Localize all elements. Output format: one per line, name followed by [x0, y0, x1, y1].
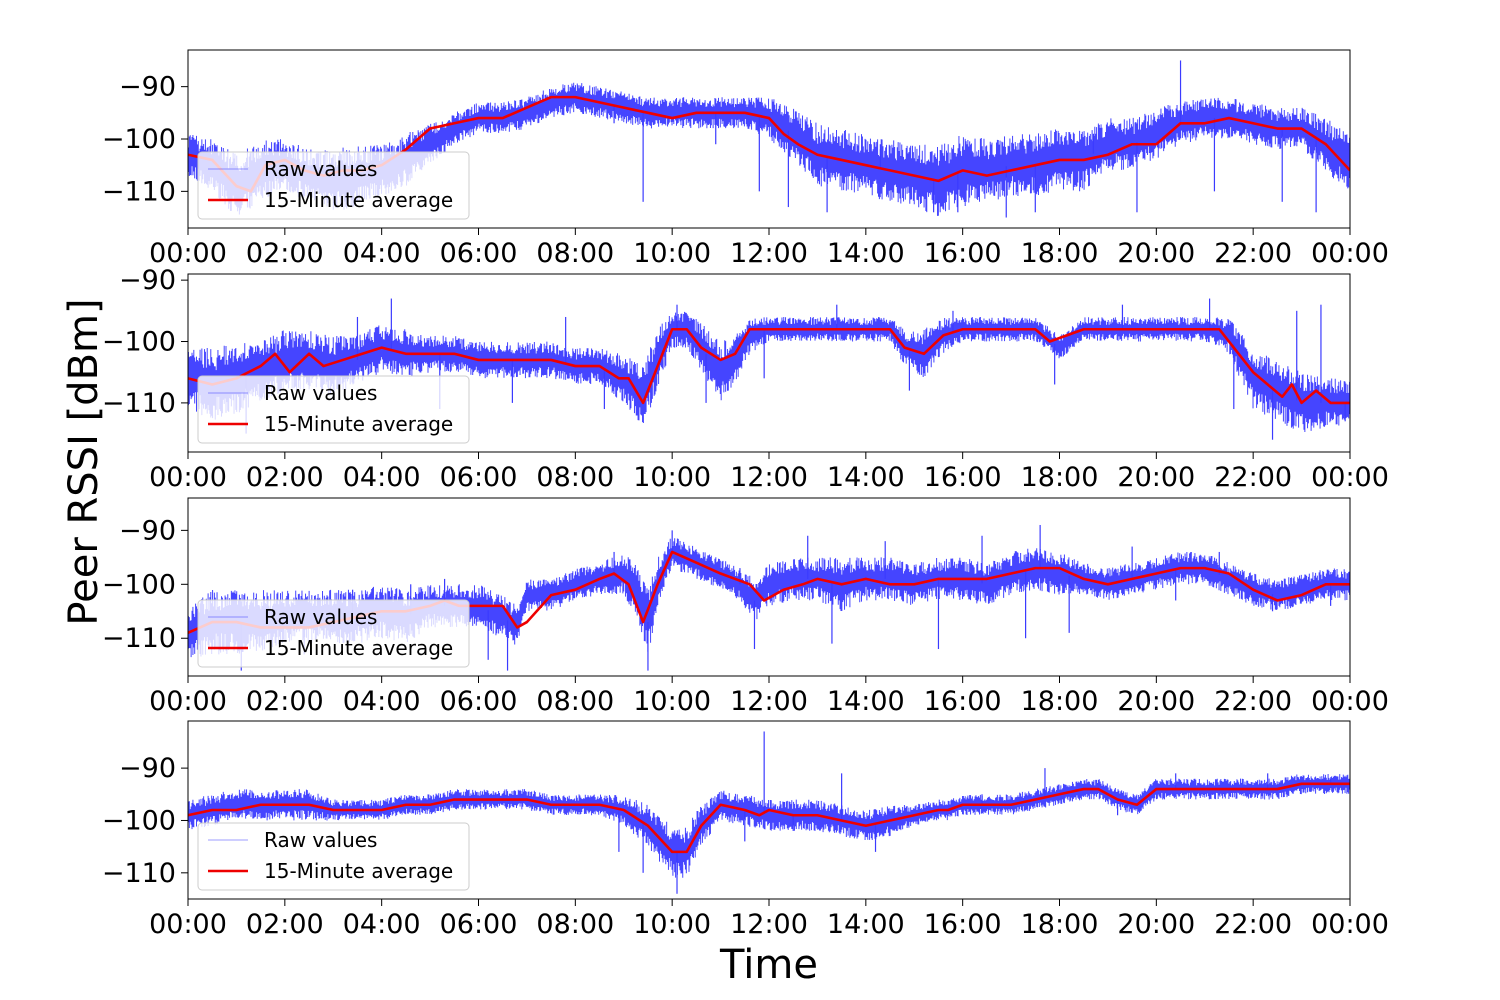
x-tick-label: 16:00 — [924, 686, 1002, 717]
x-tick-label: 16:00 — [924, 909, 1002, 940]
panel-1: Raw values 15-Minute average −90 −100 −110 00… — [102, 49, 1389, 269]
x-tick-label: 00:00 — [1311, 462, 1389, 493]
x-tick-label: 06:00 — [440, 686, 518, 717]
x-tick-label: 08:00 — [536, 462, 614, 493]
x-tick-label: 12:00 — [730, 909, 808, 940]
x-tick-label: 22:00 — [1214, 462, 1292, 493]
legend-raw-label: Raw values — [264, 828, 377, 852]
x-tick-label: 22:00 — [1214, 686, 1292, 717]
x-tick-label: 02:00 — [246, 686, 324, 717]
x-tick-label: 08:00 — [536, 238, 614, 269]
average-line — [188, 327, 1350, 405]
x-tick-label: 20:00 — [1117, 686, 1195, 717]
x-tick-label: 00:00 — [1311, 238, 1389, 269]
panel-2: Raw values 15-Minute average −90 −100 −110 00… — [102, 265, 1389, 493]
x-tick-label: 22:00 — [1214, 238, 1292, 269]
legend-average-label: 15-Minute average — [264, 859, 453, 883]
x-tick-label: 00:00 — [149, 238, 227, 269]
x-tick-label: 02:00 — [246, 462, 324, 493]
legend: Raw values 15-Minute average — [197, 375, 470, 444]
legend: Raw values 15-Minute average — [197, 822, 470, 891]
legend-box — [197, 375, 470, 444]
y-axis-label: Peer RSSI [dBm] — [61, 298, 107, 625]
x-tick-label: 18:00 — [1021, 238, 1099, 269]
legend-box — [197, 822, 470, 891]
x-tick-label: 18:00 — [1021, 686, 1099, 717]
legend-raw-label: Raw values — [264, 381, 377, 405]
y-tick-label: −90 — [119, 265, 176, 296]
x-tick-label: 00:00 — [149, 686, 227, 717]
x-tick-label: 00:00 — [149, 462, 227, 493]
legend: Raw values 15-Minute average — [197, 151, 470, 220]
x-tick-label: 10:00 — [633, 462, 711, 493]
x-tick-label: 04:00 — [343, 686, 421, 717]
x-tick-label: 14:00 — [827, 238, 905, 269]
legend-average-label: 15-Minute average — [264, 636, 453, 660]
panels: Raw values 15-Minute average −90 −100 −110 00… — [102, 49, 1389, 940]
x-tick-label: 12:00 — [730, 462, 808, 493]
x-tick-label: 00:00 — [1311, 686, 1389, 717]
legend-average-label: 15-Minute average — [264, 188, 453, 212]
legend-box — [197, 599, 470, 668]
x-tick-label: 22:00 — [1214, 909, 1292, 940]
legend-raw-label: Raw values — [264, 157, 377, 181]
y-tick-label: −100 — [102, 327, 176, 358]
x-tick-label: 04:00 — [343, 238, 421, 269]
legend-average-label: 15-Minute average — [264, 412, 453, 436]
y-tick-label: −90 — [119, 753, 176, 784]
legend: Raw values 15-Minute average — [197, 599, 470, 668]
x-tick-label: 14:00 — [827, 909, 905, 940]
y-tick-label: −110 — [102, 858, 176, 889]
legend-raw-label: Raw values — [264, 605, 377, 629]
x-tick-label: 02:00 — [246, 238, 324, 269]
x-tick-label: 04:00 — [343, 462, 421, 493]
y-tick-label: −100 — [102, 805, 176, 836]
x-tick-label: 06:00 — [440, 238, 518, 269]
x-tick-label: 06:00 — [440, 462, 518, 493]
x-tick-label: 08:00 — [536, 909, 614, 940]
x-tick-label: 02:00 — [246, 909, 324, 940]
legend-box — [197, 151, 470, 220]
y-tick-label: −90 — [119, 515, 176, 546]
x-tick-label: 16:00 — [924, 462, 1002, 493]
x-tick-label: 18:00 — [1021, 909, 1099, 940]
x-tick-label: 12:00 — [730, 686, 808, 717]
x-axis-label: Time — [719, 942, 818, 988]
panel-3: Raw values 15-Minute average −90 −100 −110 00… — [102, 497, 1389, 717]
x-tick-label: 16:00 — [924, 238, 1002, 269]
x-tick-label: 18:00 — [1021, 462, 1099, 493]
x-tick-label: 06:00 — [440, 909, 518, 940]
x-tick-label: 04:00 — [343, 909, 421, 940]
y-tick-label: −110 — [102, 176, 176, 207]
average-line — [188, 782, 1350, 854]
x-tick-label: 10:00 — [633, 909, 711, 940]
x-tick-label: 10:00 — [633, 686, 711, 717]
x-tick-label: 10:00 — [633, 238, 711, 269]
x-tick-label: 08:00 — [536, 686, 614, 717]
x-tick-label: 20:00 — [1117, 238, 1195, 269]
x-tick-label: 20:00 — [1117, 462, 1195, 493]
x-tick-label: 14:00 — [827, 462, 905, 493]
y-tick-label: −100 — [102, 124, 176, 155]
panel-4: Raw values 15-Minute average −90 −100 −110 00… — [102, 720, 1389, 940]
x-tick-label: 12:00 — [730, 238, 808, 269]
x-tick-label: 00:00 — [1311, 909, 1389, 940]
x-tick-label: 20:00 — [1117, 909, 1195, 940]
y-tick-label: −110 — [102, 388, 176, 419]
y-tick-label: −100 — [102, 569, 176, 600]
y-tick-label: −110 — [102, 623, 176, 654]
y-tick-label: −90 — [119, 72, 176, 103]
x-tick-label: 14:00 — [827, 686, 905, 717]
x-tick-label: 00:00 — [149, 909, 227, 940]
